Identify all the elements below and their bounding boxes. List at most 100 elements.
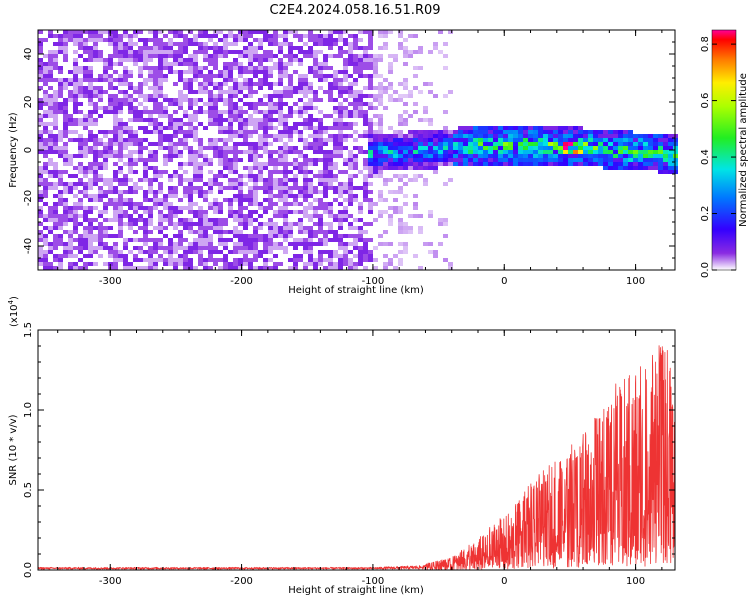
heatmap-cell: [78, 102, 83, 106]
heatmap-cell: [48, 62, 53, 66]
heatmap-cell: [638, 146, 643, 150]
heatmap-cell: [313, 222, 318, 226]
heatmap-cell: [228, 198, 233, 202]
heatmap-cell: [368, 118, 373, 122]
heatmap-cell: [148, 50, 153, 54]
heatmap-cell: [578, 162, 583, 166]
heatmap-cell: [178, 78, 183, 82]
heatmap-cell: [233, 230, 238, 234]
heatmap-cell: [133, 150, 138, 154]
heatmap-cell: [313, 242, 318, 246]
heatmap-cell: [38, 262, 43, 266]
heatmap-cell: [663, 154, 668, 158]
heatmap-cell: [43, 94, 48, 98]
heatmap-cell: [278, 206, 283, 210]
heatmap-cell: [313, 134, 318, 138]
heatmap-cell: [208, 234, 213, 238]
heatmap-cell: [658, 146, 663, 150]
heatmap-cell: [243, 262, 248, 266]
heatmap-cell: [248, 154, 253, 158]
heatmap-cell: [93, 42, 98, 46]
heatmap-cell: [458, 158, 463, 162]
heatmap-cell: [643, 154, 648, 158]
heatmap-cell: [198, 230, 203, 234]
heatmap-cell: [438, 242, 443, 246]
heatmap-cell: [428, 150, 433, 154]
heatmap-cell: [298, 90, 303, 94]
heatmap-cell: [268, 222, 273, 226]
heatmap-cell: [383, 210, 388, 214]
heatmap-cell: [88, 118, 93, 122]
heatmap-cell: [178, 58, 183, 62]
heatmap-cell: [78, 94, 83, 98]
heatmap-cell: [648, 166, 653, 170]
heatmap-cell: [158, 122, 163, 126]
heatmap-cell: [248, 194, 253, 198]
heatmap-cell: [378, 170, 383, 174]
heatmap-cell: [438, 150, 443, 154]
heatmap-cell: [303, 78, 308, 82]
heatmap-cell: [68, 186, 73, 190]
heatmap-cell: [408, 94, 413, 98]
heatmap-cell: [403, 166, 408, 170]
heatmap-cell: [103, 62, 108, 66]
heatmap-cell: [313, 146, 318, 150]
heatmap-cell: [218, 158, 223, 162]
heatmap-cell: [663, 162, 668, 166]
heatmap-cell: [58, 226, 63, 230]
heatmap-cell: [163, 126, 168, 130]
heatmap-cell: [73, 122, 78, 126]
heatmap-cell: [178, 126, 183, 130]
heatmap-cell: [68, 214, 73, 218]
heatmap-cell: [73, 98, 78, 102]
heatmap-cell: [183, 178, 188, 182]
heatmap-cell: [473, 162, 478, 166]
heatmap-cell: [333, 142, 338, 146]
heatmap-cell: [283, 102, 288, 106]
heatmap-cell: [48, 30, 53, 34]
heatmap-cell: [38, 62, 43, 66]
heatmap-cell: [478, 142, 483, 146]
heatmap-cell: [268, 66, 273, 70]
heatmap-cell: [38, 182, 43, 186]
heatmap-cell: [333, 190, 338, 194]
heatmap-cell: [163, 98, 168, 102]
heatmap-cell: [613, 130, 618, 134]
heatmap-cell: [98, 94, 103, 98]
heatmap-cell: [133, 182, 138, 186]
heatmap-cell: [173, 234, 178, 238]
heatmap-cell: [398, 134, 403, 138]
heatmap-cell: [128, 102, 133, 106]
heatmap-cell: [248, 54, 253, 58]
heatmap-cell: [338, 94, 343, 98]
heatmap-cell: [113, 214, 118, 218]
heatmap-cell: [323, 182, 328, 186]
heatmap-cell: [43, 102, 48, 106]
heatmap-cell: [178, 122, 183, 126]
heatmap-cell: [268, 230, 273, 234]
heatmap-cell: [543, 130, 548, 134]
heatmap-cell: [348, 86, 353, 90]
heatmap-cell: [278, 62, 283, 66]
heatmap-cell: [243, 102, 248, 106]
heatmap-cell: [268, 174, 273, 178]
snr-x-ticks: -300 -200 -100 0 100: [57, 330, 663, 587]
heatmap-cell: [613, 154, 618, 158]
heatmap-cell: [233, 194, 238, 198]
heatmap-cell: [308, 114, 313, 118]
heatmap-cell: [178, 150, 183, 154]
heatmap-cell: [98, 226, 103, 230]
heatmap-cell: [388, 218, 393, 222]
heatmap-cell: [348, 134, 353, 138]
heatmap-cell: [523, 158, 528, 162]
heatmap-cell: [138, 30, 143, 34]
heatmap-cell: [608, 146, 613, 150]
heatmap-cell: [503, 150, 508, 154]
heatmap-cell: [503, 142, 508, 146]
heatmap-cell: [173, 98, 178, 102]
heatmap-cell: [478, 138, 483, 142]
heatmap-cell: [438, 138, 443, 142]
heatmap-cell: [303, 198, 308, 202]
heatmap-cell: [78, 34, 83, 38]
heatmap-cell: [363, 134, 368, 138]
